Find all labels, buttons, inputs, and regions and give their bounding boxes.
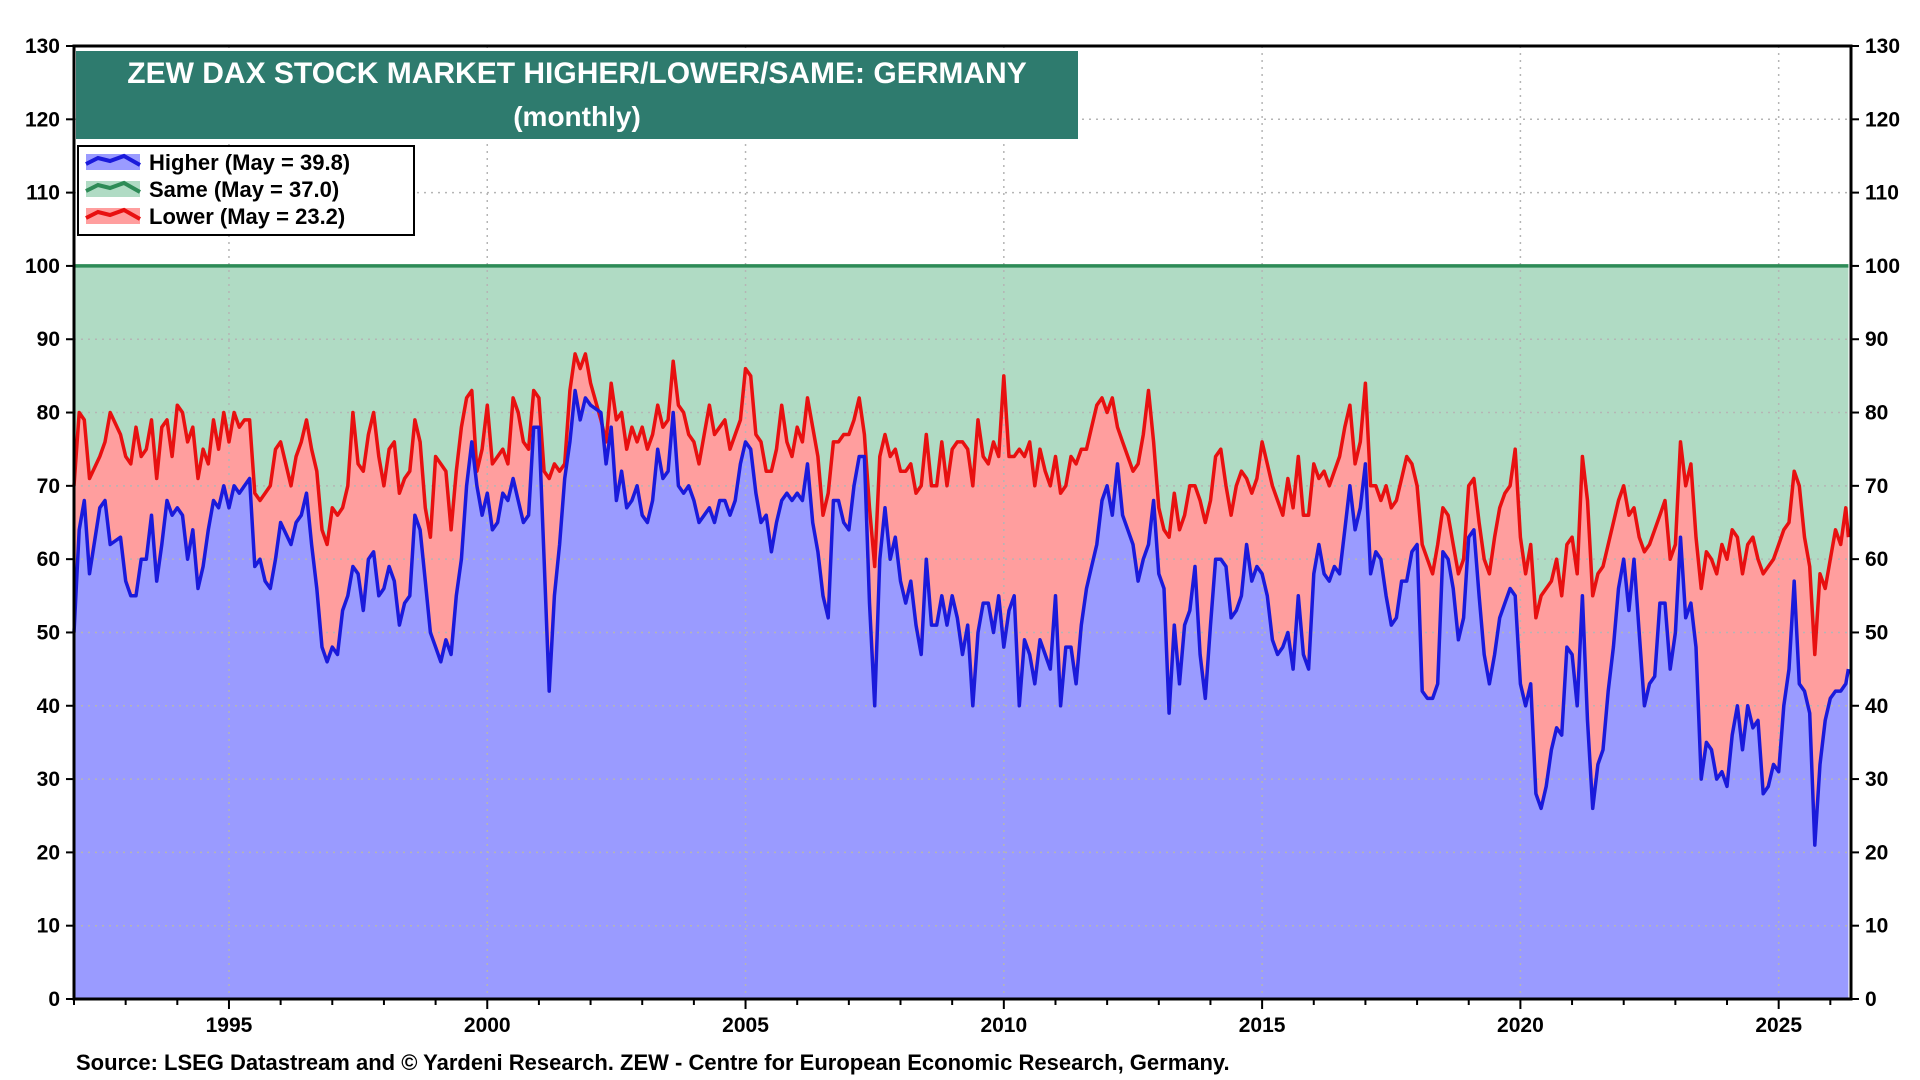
y-tick-label-right: 50 [1865,621,1888,644]
y-tick-label-right: 0 [1865,988,1877,1011]
legend-line-same [85,180,141,194]
y-tick-label-left: 20 [37,841,60,864]
y-tick-label-left: 40 [37,695,60,718]
plot-area [74,265,1849,999]
y-tick-label-right: 40 [1865,695,1888,718]
y-tick-label-left: 60 [37,548,60,571]
y-tick-label-right: 10 [1865,915,1888,938]
source-note: Source: LSEG Datastream and © Yardeni Re… [76,1050,1230,1075]
y-tick-label-right: 20 [1865,841,1888,864]
legend-line-higher [85,153,141,167]
y-tick-label-left: 30 [37,768,60,791]
area-same [74,265,1849,655]
legend-item-lower: Lower (May = 23.2) [85,204,345,229]
x-tick-label: 1995 [206,1014,253,1037]
y-tick-label-right: 110 [1865,182,1899,205]
line-higher [72,388,1851,847]
y-tick-label-right: 30 [1865,768,1888,791]
title-background [76,51,1078,139]
y-tick-label-left: 90 [37,328,60,351]
x-tick-label: 2005 [722,1014,769,1037]
x-tick-label: 2015 [1239,1014,1286,1037]
legend: Higher (May = 39.8) Same (May = 37.0) Lo… [77,145,415,236]
y-tick-label-left: 100 [25,255,60,278]
y-tick-label-left: 120 [25,108,60,131]
chart-subtitle: (monthly) [513,101,641,132]
plot-frame [72,44,1853,1001]
chart-title: ZEW DAX STOCK MARKET HIGHER/LOWER/SAME: … [127,57,1026,90]
legend-label-lower: Lower (May = 23.2) [149,204,345,229]
legend-line-lower [85,207,141,221]
title-box: ZEW DAX STOCK MARKET HIGHER/LOWER/SAME: … [76,51,1078,139]
y-tick-label-right: 60 [1865,548,1888,571]
legend-label-same: Same (May = 37.0) [149,177,339,202]
y-tick-label-right: 80 [1865,402,1888,425]
y-tick-label-left: 130 [25,35,60,58]
x-tick-label: 2020 [1497,1014,1544,1037]
legend-item-same: Same (May = 37.0) [85,177,339,202]
x-tick-label: 2010 [980,1014,1027,1037]
legend-label-higher: Higher (May = 39.8) [149,150,350,175]
legend-item-higher: Higher (May = 39.8) [85,150,350,175]
x-tick-label: 2025 [1755,1014,1802,1037]
area-lower [74,353,1849,846]
area-higher [74,390,1849,999]
line-lower [72,352,1851,657]
x-tick-label: 2000 [464,1014,511,1037]
y-tick-label-right: 120 [1865,108,1900,131]
series-lines [72,352,1851,847]
y-tick-label-right: 100 [1865,255,1900,278]
y-tick-label-left: 80 [37,402,60,425]
y-tick-label-left: 110 [26,182,60,205]
y-tick-label-left: 0 [48,988,60,1011]
y-tick-label-left: 50 [37,621,60,644]
y-tick-label-left: 10 [37,915,60,938]
y-tick-label-left: 70 [37,475,60,498]
y-tick-label-right: 90 [1865,328,1888,351]
y-tick-label-right: 130 [1865,35,1900,58]
y-tick-label-right: 70 [1865,475,1888,498]
